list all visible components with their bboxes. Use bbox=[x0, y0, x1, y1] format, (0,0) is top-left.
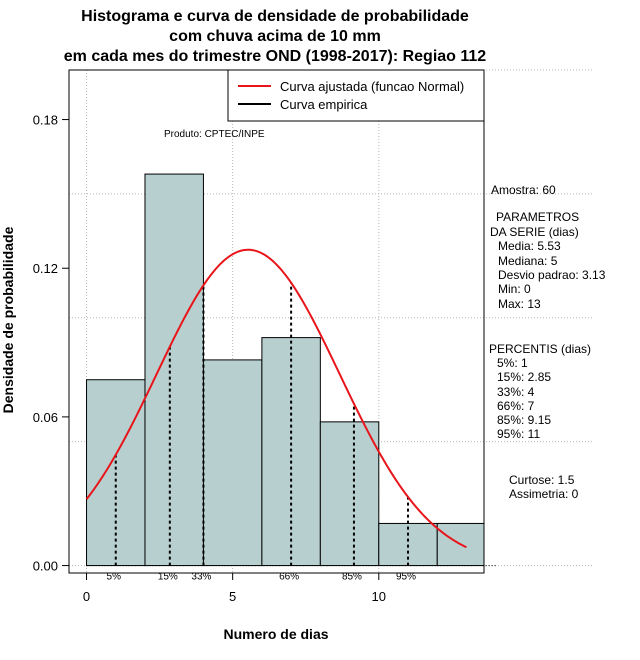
x-axis-label: Numero de dias bbox=[223, 626, 328, 642]
percentile-label-1: 15% bbox=[158, 572, 178, 583]
percentile-label-2: 33% bbox=[191, 572, 211, 583]
percentil-95: 95%: 11 bbox=[497, 427, 540, 441]
param-max: Max: 13 bbox=[498, 297, 541, 311]
y-axis-label: Densidade de probabilidade bbox=[0, 226, 16, 413]
histogram-bar-4 bbox=[319, 421, 380, 567]
param-mediana: Mediana: 5 bbox=[498, 254, 558, 268]
legend-box bbox=[227, 69, 485, 122]
histogram-bars bbox=[86, 173, 485, 567]
x-axis: 0 5 10 bbox=[83, 573, 386, 604]
histogram-bar-2 bbox=[202, 359, 263, 567]
params-title-line-2: DA SERIE (dias) bbox=[490, 225, 579, 239]
percentile-label-0: 5% bbox=[107, 572, 122, 583]
percentil-66: 66%: 7 bbox=[497, 399, 535, 413]
y-tick-label-2: 0.12 bbox=[33, 261, 58, 276]
y-tick-label-3: 0.18 bbox=[33, 113, 58, 128]
legend-label-fit: Curva ajustada (funcao Normal) bbox=[280, 79, 464, 94]
x-tick-label-2: 10 bbox=[372, 589, 386, 604]
product-annotation: Produto: CPTEC/INPE bbox=[164, 129, 265, 140]
x-tick-label-0: 0 bbox=[83, 589, 90, 604]
y-axis: 0.00 0.06 0.12 0.18 bbox=[33, 113, 69, 574]
percentis-title: PERCENTIS (dias) bbox=[489, 342, 591, 356]
percentile-label-3: 66% bbox=[279, 572, 299, 583]
param-media: Media: 5.53 bbox=[498, 239, 561, 253]
chart-title-line-2: com chuva acima de 10 mm bbox=[169, 28, 381, 45]
percentil-15: 15%: 2.85 bbox=[497, 370, 551, 384]
normal-fit-curve bbox=[85, 248, 467, 549]
chart-title-line-1: Histograma e curva de densidade de proba… bbox=[81, 8, 469, 25]
chart-title-line-3: em cada mes do trimestre OND (1998-2017)… bbox=[64, 48, 487, 65]
percentil-33: 33%: 4 bbox=[497, 385, 535, 399]
percentile-lines: 5% 15% 33% 66% 85% 95% bbox=[86, 282, 496, 583]
params-title-line-1: PARAMETROS bbox=[496, 210, 579, 224]
param-desvio: Desvio padrao: 3.13 bbox=[498, 268, 606, 282]
percentil-85: 85%: 9.15 bbox=[497, 413, 551, 427]
curtose: Curtose: 1.5 bbox=[509, 473, 575, 487]
y-tick-label-1: 0.06 bbox=[33, 410, 58, 425]
legend: Curva ajustada (funcao Normal) Curva emp… bbox=[227, 69, 485, 122]
y-tick-label-0: 0.00 bbox=[33, 559, 58, 574]
x-tick-label-1: 5 bbox=[229, 589, 236, 604]
histogram-bar-1 bbox=[144, 173, 204, 567]
percentil-5: 5%: 1 bbox=[497, 356, 528, 370]
percentile-label-5: 95% bbox=[396, 572, 416, 583]
legend-label-empirical: Curva empirica bbox=[280, 97, 368, 112]
side-panel: Amostra: 60 PARAMETROS DA SERIE (dias) M… bbox=[489, 183, 606, 501]
assimetria: Assimetria: 0 bbox=[509, 487, 579, 501]
sample-size: Amostra: 60 bbox=[491, 183, 556, 197]
percentile-label-4: 85% bbox=[342, 572, 362, 583]
param-min: Min: 0 bbox=[498, 282, 531, 296]
